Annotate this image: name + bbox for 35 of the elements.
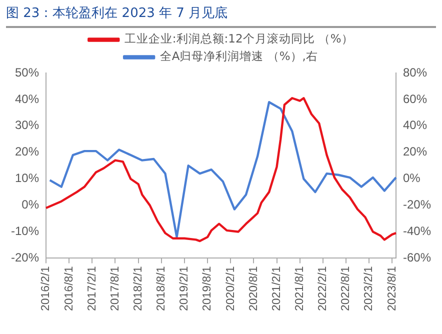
x-tick-label: 2016/2/1 [40,266,52,311]
x-tick-label: 2022/8/1 [340,266,352,311]
y-tick-label: 30% [14,118,40,132]
x-tick-label: 2019/8/1 [202,266,214,311]
x-tick-label: 2017/2/1 [86,266,98,311]
x-tick-label: 2020/2/1 [224,266,237,311]
x-tick-label: 2023/8/1 [386,266,398,311]
y2-tick-label: 20% [402,144,428,159]
legend-label: 工业企业:利润总额:12个月滚动同比 （%） [124,32,354,46]
y-tick-label: -10% [11,224,40,238]
y2-tick-label: -20% [402,198,432,212]
y2-tick-label: 60% [402,92,428,106]
y2-tick-label: 80% [402,65,428,80]
x-tick-label: 2022/2/1 [317,266,330,311]
y-tick-label: 10% [14,171,40,186]
x-tick-label: 2023/2/1 [363,266,376,311]
y-tick-label: 40% [14,92,40,106]
y2-tick-label: 40% [402,118,428,132]
y-tick-label: 50% [14,65,40,80]
x-tick-label: 2021/8/1 [294,266,306,311]
y-tick-label: 20% [14,144,40,159]
y2-tick-label: -40% [402,224,432,238]
x-tick-label: 2016/8/1 [63,266,76,311]
x-tick-label: 2017/8/1 [109,266,122,311]
y2-tick-label: -60% [402,250,432,265]
y2-tick-label: 0% [402,171,421,186]
y-tick-label: 0% [22,198,40,212]
y-tick-label: -20% [11,250,40,265]
legend-label: 全A归母净利润增速 （%）,右 [160,49,318,64]
x-tick-label: 2018/8/1 [156,266,168,311]
x-tick-label: 2019/2/1 [178,266,191,311]
chart-title: 图 23：本轮盈利在 2023 年 7 月见底 [6,4,436,28]
x-tick-label: 2021/2/1 [270,266,283,311]
x-tick-label: 2020/8/1 [248,266,260,311]
x-tick-label: 2018/2/1 [132,266,144,311]
